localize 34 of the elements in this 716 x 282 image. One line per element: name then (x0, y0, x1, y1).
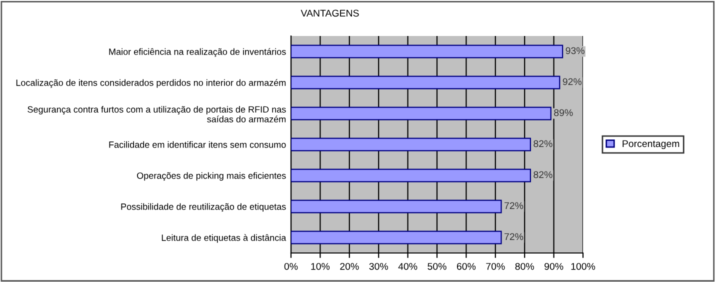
text: 93% (566, 47, 584, 54)
x-tick-label: 90% (544, 262, 564, 270)
bar (291, 106, 552, 120)
bar (291, 138, 531, 152)
text: 82% (534, 171, 552, 178)
text: 72% (504, 202, 524, 210)
bar (291, 230, 502, 244)
x-tick-label: 10% (311, 262, 330, 270)
y-tick-label: Segurança contra furtos com a utilização de portais de RFID nas saídas do armazém (28, 106, 286, 122)
y-tick-label: Maior eficiência na realização de inventários (109, 48, 286, 57)
y-tick-label: Localização de itens considerados perdidos no interior do armazém (16, 79, 286, 88)
text: 89% (554, 109, 573, 116)
bar (291, 200, 502, 214)
y-tick-label: Operações de picking mais eficientes (137, 172, 286, 181)
text: 82% (534, 140, 552, 148)
x-tick-label: 50% (428, 262, 446, 270)
x-tick-label: 30% (369, 262, 388, 270)
text: 92% (562, 78, 582, 86)
x-tick-label: 0% (284, 262, 298, 270)
x-tick-label: 20% (340, 262, 359, 270)
legend-label: Porcentagem (622, 140, 680, 150)
x-tick-label: 60% (456, 262, 476, 270)
x-tick-label: 70% (486, 262, 505, 270)
x-tick-label: 80% (515, 262, 534, 270)
y-tick-label: Leitura de etiquetas à distância (162, 234, 286, 243)
x-tick-label: 40% (398, 262, 418, 270)
text: 72% (504, 233, 524, 240)
y-tick-label: Facilidade em identificar itens sem consumo (109, 141, 286, 148)
bar (291, 44, 564, 58)
chart-title: VANTAGENS (300, 10, 359, 17)
bar (291, 168, 531, 182)
x-tick-label: 100% (571, 262, 596, 270)
y-tick-label: Possibilidade de reutilização de etiquetas (121, 203, 286, 212)
bar (291, 76, 560, 90)
